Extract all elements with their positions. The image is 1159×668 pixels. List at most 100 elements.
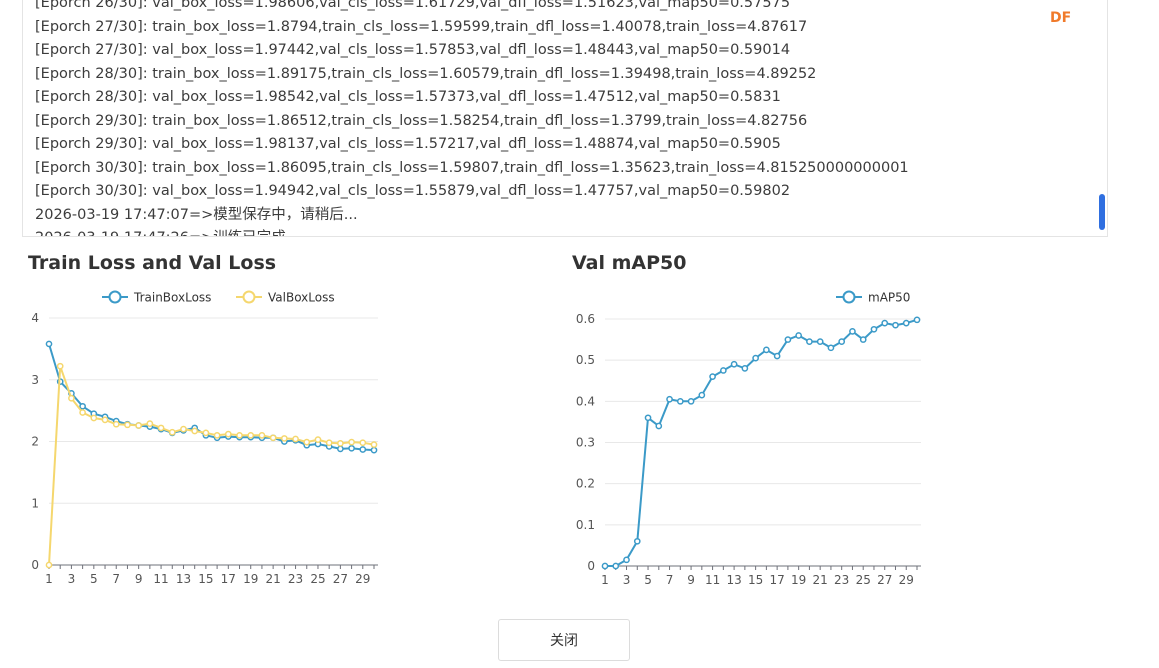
data-point [709,373,716,380]
x-tick-label: 15 [748,573,763,587]
data-point [612,562,620,570]
data-point [881,319,889,327]
y-tick-label: 0.1 [576,518,595,532]
data-point [902,319,910,327]
y-tick-label: 0 [31,558,39,572]
x-tick-label: 9 [687,573,695,587]
x-tick-label: 7 [112,572,120,586]
data-point [337,440,344,447]
data-point [666,395,673,403]
x-tick-label: 1 [601,573,609,587]
close-button[interactable]: 关闭 [498,619,630,661]
training-log-panel[interactable]: [Eporch 26/30]: val_box_loss=1.98606,val… [22,0,1108,237]
x-tick-label: 23 [834,573,849,587]
data-point [849,328,856,335]
data-point [314,436,322,443]
x-tick-label: 17 [221,572,236,586]
data-point [752,354,759,362]
x-tick-label: 23 [288,572,303,586]
y-tick-label: 0.3 [576,436,595,450]
log-line: [Eporch 29/30]: train_box_loss=1.86512,t… [35,112,808,129]
x-tick-label: 3 [623,573,631,587]
x-tick-label: 15 [198,572,213,586]
x-tick-label: 7 [666,573,674,587]
log-line: [Eporch 30/30]: val_box_loss=1.94942,val… [35,183,791,199]
data-point [795,332,803,339]
data-point [124,421,131,429]
log-scrollbar-thumb[interactable] [1099,194,1105,230]
x-tick-label: 21 [813,573,828,587]
data-point [146,420,154,427]
data-point [741,365,749,372]
map-chart-title: Val mAP50 [572,252,687,274]
data-point [79,409,86,416]
data-point [168,428,176,436]
loss-chart-title: Train Loss and Val Loss [28,252,277,274]
log-line: [Eporch 26/30]: val_box_loss=1.98606,val… [35,0,791,11]
data-point [698,391,706,399]
data-point [202,429,210,437]
data-point [838,338,846,345]
data-point [633,537,641,545]
data-point [730,360,738,368]
x-tick-label: 27 [877,573,892,587]
data-point [370,441,378,448]
data-point [269,434,277,442]
data-point [56,362,64,370]
data-point [135,422,143,429]
series-line-ValBoxLoss [48,365,375,566]
data-point [348,444,355,452]
data-point [816,338,824,345]
legend-marker[interactable] [108,290,122,304]
x-tick-label: 11 [153,572,168,586]
x-tick-label: 21 [265,572,280,586]
data-point [280,435,288,442]
data-point [101,416,109,424]
data-point [325,439,333,447]
data-point [827,344,835,352]
y-tick-label: 0.5 [576,353,595,367]
log-line: [Eporch 29/30]: val_box_loss=1.98137,val… [35,136,781,152]
x-tick-label: 25 [856,573,871,587]
data-point [676,397,684,405]
data-point [45,340,53,348]
legend-marker[interactable] [242,290,256,304]
y-tick-label: 0.2 [576,477,595,491]
y-tick-label: 2 [31,435,39,449]
data-point [601,562,609,570]
legend-label[interactable]: TrainBoxLoss [133,291,211,305]
x-tick-label: 11 [705,573,720,587]
y-tick-label: 4 [31,311,39,325]
legend-marker[interactable] [842,290,856,304]
data-point [773,352,781,360]
y-tick-label: 1 [31,496,39,510]
log-line: [Eporch 27/30]: val_box_loss=1.97442,val… [35,42,791,58]
data-point [359,439,367,447]
data-point [784,336,792,343]
x-tick-label: 3 [68,572,76,586]
data-point [337,445,344,453]
log-line: [Eporch 30/30]: train_box_loss=1.86095,t… [35,159,909,176]
data-point [806,338,813,345]
data-point [224,430,232,438]
legend-label[interactable]: mAP50 [868,291,910,305]
data-point [892,321,899,329]
data-point [913,316,921,324]
data-point [644,414,652,422]
legend-label[interactable]: ValBoxLoss [268,291,335,305]
y-tick-label: 0.6 [576,312,595,326]
data-point [45,561,53,569]
data-point [247,431,255,439]
log-line: [Eporch 28/30]: train_box_loss=1.89175,t… [35,65,817,82]
data-point [859,336,867,343]
data-point [623,556,630,564]
data-point [112,420,120,428]
data-point [68,394,75,402]
y-tick-label: 3 [31,373,39,387]
x-tick-label: 29 [355,572,370,586]
data-point [348,438,355,446]
data-point [180,425,187,433]
data-point [303,438,311,446]
x-tick-label: 17 [769,573,784,587]
